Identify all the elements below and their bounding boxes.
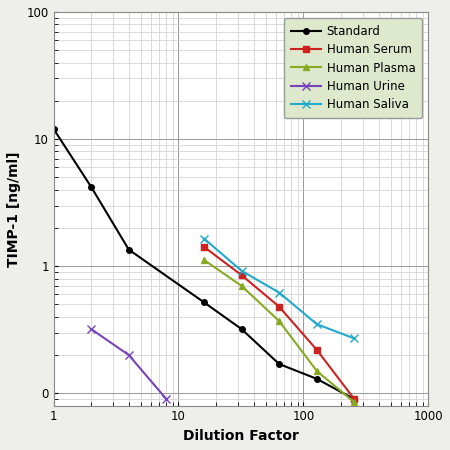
Standard xyxy=(239,326,244,332)
Human Saliva xyxy=(314,321,319,327)
Human Saliva xyxy=(276,290,282,295)
Standard xyxy=(201,300,207,305)
Human Plasma xyxy=(239,283,244,288)
Human Serum xyxy=(239,272,244,278)
Human Serum xyxy=(276,304,282,310)
Human Serum xyxy=(351,396,357,402)
Legend: Standard, Human Serum, Human Plasma, Human Urine, Human Saliva: Standard, Human Serum, Human Plasma, Hum… xyxy=(284,18,423,118)
Human Saliva xyxy=(351,336,357,341)
Y-axis label: TIMP-1 [ng/ml]: TIMP-1 [ng/ml] xyxy=(7,151,21,266)
Human Urine xyxy=(164,396,169,402)
Human Saliva xyxy=(239,268,244,274)
Human Serum xyxy=(314,347,319,352)
Line: Human Urine: Human Urine xyxy=(87,325,171,403)
Standard xyxy=(314,376,319,382)
Human Urine xyxy=(89,326,94,332)
Standard xyxy=(126,247,131,252)
Human Saliva xyxy=(201,236,207,241)
Line: Human Plasma: Human Plasma xyxy=(201,256,358,406)
Human Plasma xyxy=(314,368,319,373)
X-axis label: Dilution Factor: Dilution Factor xyxy=(183,429,299,443)
Human Plasma xyxy=(201,257,207,263)
Standard xyxy=(276,361,282,367)
Standard xyxy=(89,184,94,189)
Human Plasma xyxy=(351,400,357,405)
Human Plasma xyxy=(276,319,282,324)
Human Urine xyxy=(126,352,131,358)
Standard xyxy=(351,396,357,402)
Standard xyxy=(51,126,56,132)
Human Serum xyxy=(201,244,207,250)
Line: Standard: Standard xyxy=(51,126,357,402)
Line: Human Saliva: Human Saliva xyxy=(200,234,359,342)
Line: Human Serum: Human Serum xyxy=(201,243,358,403)
